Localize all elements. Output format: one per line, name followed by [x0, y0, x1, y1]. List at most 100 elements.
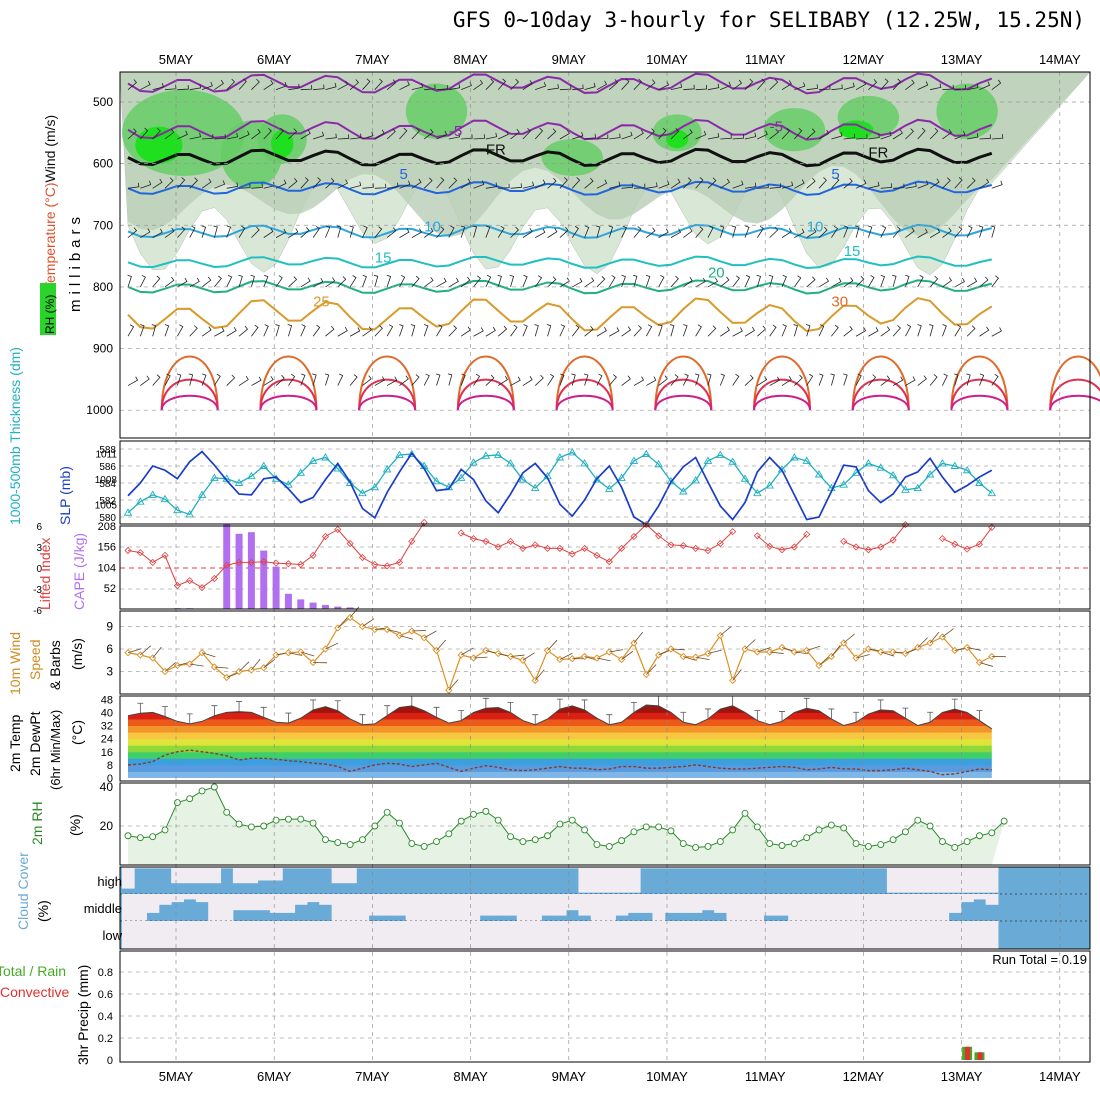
wind-barb	[843, 225, 849, 238]
wind-barb	[300, 85, 313, 91]
wind-barb	[201, 652, 216, 658]
wind-barb	[510, 376, 521, 386]
wind-barb	[880, 651, 895, 657]
wind-barb	[632, 274, 638, 288]
boundary-layer-contour	[753, 394, 812, 411]
cloud-clear-cell	[973, 867, 987, 893]
cloud-clear-cell	[220, 921, 234, 949]
cloud-clear-cell	[578, 867, 592, 893]
cloud-clear-cell	[726, 921, 740, 949]
wind-barb	[349, 374, 358, 386]
wind-barb	[300, 177, 309, 189]
panel-cloud-cover: high middle low	[84, 867, 1090, 949]
cloud-clear-cell	[121, 867, 135, 889]
li-point	[346, 539, 354, 548]
wind-barb	[645, 664, 657, 675]
cloud-clear-cell	[195, 867, 209, 884]
wind-barb	[954, 373, 959, 386]
rh-point	[359, 836, 366, 844]
cloud-clear-cell	[171, 867, 185, 884]
wind-barb	[559, 129, 570, 140]
wind-barb	[251, 226, 260, 238]
wind-barb	[238, 78, 247, 90]
boundary-layer-contour	[851, 394, 910, 411]
cloud-clear-cell	[714, 921, 727, 949]
cloud-clear-cell	[343, 894, 357, 921]
contour-label: -5	[449, 123, 462, 140]
wind-barb	[214, 79, 224, 91]
cloud-clear-cell	[899, 921, 913, 949]
wind-barb	[460, 225, 466, 238]
precip-convective-bar	[965, 1046, 971, 1060]
cloud-clear-cell	[183, 867, 197, 884]
cloud-clear-cell	[208, 921, 222, 949]
wind-barb	[312, 277, 324, 288]
cloud-clear-cell	[455, 867, 468, 869]
cloud-clear-cell	[405, 894, 419, 921]
rh-point	[741, 809, 749, 817]
temp-band	[128, 712, 992, 720]
thickness-point	[136, 497, 145, 505]
rh-point	[284, 815, 292, 823]
cloud-clear-cell	[936, 894, 950, 921]
cape-bar	[321, 605, 329, 609]
minmax-bar	[853, 711, 860, 723]
wind-barb	[300, 324, 306, 337]
wind-barb	[386, 79, 397, 90]
wind-barb	[979, 276, 989, 288]
rh-point	[568, 816, 576, 824]
cloud-clear-cell	[590, 867, 604, 893]
cloud-clear-cell	[923, 894, 937, 921]
thickness-point	[506, 459, 515, 467]
wind-barb	[794, 82, 806, 91]
thickness-point	[456, 473, 466, 481]
wind-barb	[510, 226, 519, 238]
wind-barb	[485, 274, 492, 288]
panel-frame	[119, 950, 1091, 1063]
wind-barb	[349, 327, 361, 337]
rh-label: RH (%)	[43, 295, 57, 334]
cloud-clear-cell	[319, 894, 333, 905]
wind-barb	[621, 183, 633, 189]
cloud-clear-cell	[677, 921, 690, 949]
cloud-clear-cell	[825, 867, 839, 869]
cloud-clear-cell	[430, 894, 444, 921]
wind-barb	[423, 227, 434, 238]
wind-barb	[831, 225, 839, 238]
cloud-clear-cell	[442, 894, 456, 921]
wind-barb	[497, 376, 509, 386]
rh-point	[753, 823, 761, 831]
rh-point	[494, 816, 502, 824]
thickness-tick-label: 582	[99, 496, 116, 507]
cloud-clear-cell	[775, 894, 789, 916]
wind-barb	[201, 178, 212, 189]
chart-title: GFS 0~10day 3-hourly for SELIBABY (12.25…	[452, 8, 1085, 32]
wind-barb	[584, 373, 589, 386]
wind-barb	[893, 183, 905, 189]
day-label-bottom: 9MAY	[552, 1069, 587, 1084]
wind-barb	[275, 324, 280, 337]
thickness-point	[185, 510, 194, 518]
li-point	[840, 537, 848, 545]
minmax-bar	[655, 695, 662, 706]
wind-barb	[386, 274, 392, 288]
thickness-point	[296, 468, 306, 476]
wind-barb	[633, 129, 644, 140]
thickness-point	[753, 488, 762, 497]
wind-barb	[362, 183, 374, 189]
wind-barb	[522, 127, 531, 140]
cloud-clear-cell	[751, 867, 765, 869]
cloud-clear-cell	[973, 921, 987, 949]
thickness-point	[382, 465, 392, 473]
cloud-clear-cell	[701, 894, 715, 911]
li-point	[543, 544, 552, 552]
wind-barb	[485, 78, 495, 90]
li-point	[729, 528, 737, 536]
rh-point	[544, 832, 552, 840]
cloud-clear-cell	[763, 894, 777, 916]
wind-barb	[732, 180, 744, 189]
minmax-bar	[433, 706, 440, 718]
cloud-clear-cell	[874, 921, 888, 949]
cloud-clear-cell	[319, 867, 333, 869]
